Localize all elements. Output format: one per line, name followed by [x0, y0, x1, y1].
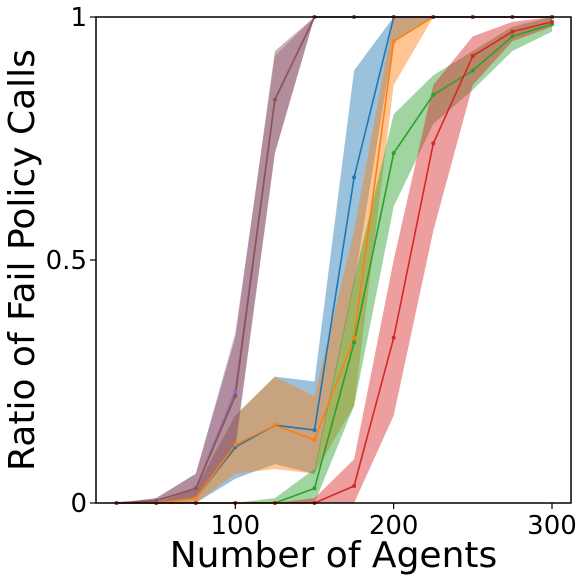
y-tick-label: 1 [70, 3, 87, 33]
data-point [470, 68, 475, 73]
y-tick-label: 0 [70, 489, 87, 519]
data-point [550, 19, 554, 24]
confidence-band-4 [116, 17, 552, 503]
confidence-band-0 [116, 17, 552, 503]
data-point [352, 484, 357, 488]
confidence-band-2 [116, 17, 552, 503]
data-point [312, 428, 317, 433]
data-point [233, 442, 238, 447]
data-point [272, 97, 277, 102]
data-point [193, 486, 198, 491]
x-tick-label: 300 [527, 511, 577, 541]
data-point [154, 498, 159, 503]
data-point [233, 389, 238, 394]
x-axis-label: Number of Agents [170, 535, 498, 576]
data-point [431, 141, 436, 146]
data-point [352, 340, 357, 345]
data-point [193, 496, 198, 501]
y-tick-label: 0.5 [46, 246, 87, 276]
data-point [272, 423, 277, 428]
confidence-band-1 [116, 17, 552, 503]
data-point [510, 29, 515, 34]
data-point [233, 394, 238, 399]
confidence-bands [116, 17, 552, 503]
x-tick-label: 100 [211, 511, 261, 541]
data-point [510, 34, 515, 39]
x-tick-label: 200 [369, 511, 419, 541]
data-point [312, 437, 317, 442]
data-point [431, 92, 436, 97]
data-point [470, 53, 475, 58]
data-point [312, 486, 317, 491]
data-point [352, 335, 357, 340]
data-point [391, 151, 396, 156]
confidence-band-3 [116, 17, 552, 503]
data-point [352, 175, 357, 180]
data-point [391, 335, 396, 340]
data-point [391, 39, 396, 44]
y-axis-label: Ratio of Fail Policy Calls [2, 49, 43, 471]
confidence-band-5 [116, 17, 552, 503]
axis-ticks: 100 200 300 0 0.5 1 [46, 3, 577, 541]
